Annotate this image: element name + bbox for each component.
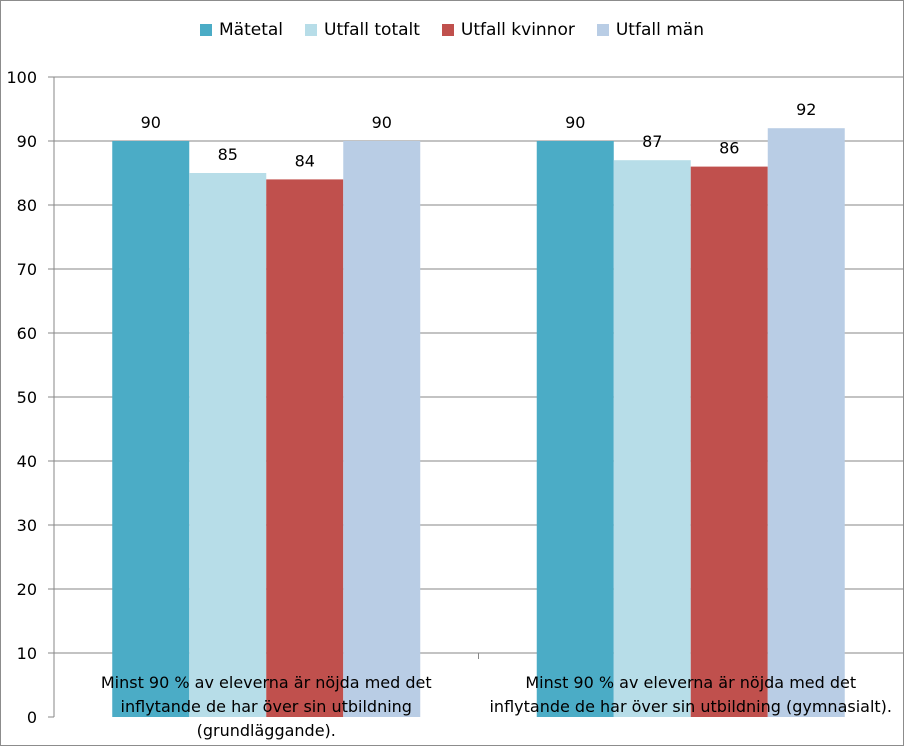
legend-item-utfall-totalt: Utfall totalt xyxy=(305,20,420,40)
data-label: 90 xyxy=(372,113,392,132)
legend-swatch-utfall-kvinnor xyxy=(441,24,454,36)
data-label: 92 xyxy=(796,100,816,119)
legend-item-matetal: Mätetal xyxy=(200,20,283,40)
bar xyxy=(266,179,344,717)
bar xyxy=(767,128,845,717)
y-tick-label: 40 xyxy=(17,452,37,471)
legend-item-utfall-kvinnor: Utfall kvinnor xyxy=(441,20,575,40)
y-tick-label: 70 xyxy=(17,260,37,279)
legend-label-utfall-totalt: Utfall totalt xyxy=(324,20,420,40)
data-label: 84 xyxy=(295,151,315,170)
bar xyxy=(613,160,691,717)
y-tick-label: 80 xyxy=(17,196,37,215)
legend-label-utfall-kvinnor: Utfall kvinnor xyxy=(460,20,575,40)
y-tick-label: 60 xyxy=(17,324,37,343)
y-tick-label: 50 xyxy=(17,388,37,407)
legend-swatch-utfall-man xyxy=(596,24,609,36)
data-label: 87 xyxy=(642,132,662,151)
x-category-label: inflytande de har över sin utbildning xyxy=(121,697,412,716)
bar xyxy=(112,141,190,717)
y-tick-label: 10 xyxy=(17,644,37,663)
data-label: 90 xyxy=(565,113,585,132)
data-label: 90 xyxy=(141,113,161,132)
data-label: 86 xyxy=(719,139,739,158)
x-category-label: inflytande de har över sin utbildning (g… xyxy=(489,697,892,716)
y-tick-label: 100 xyxy=(6,68,37,87)
bar xyxy=(536,141,614,717)
y-tick-label: 90 xyxy=(17,132,37,151)
x-category-label: (grundläggande). xyxy=(197,721,336,740)
legend-item-utfall-man: Utfall män xyxy=(596,20,704,40)
y-tick-label: 30 xyxy=(17,516,37,535)
x-category-label: Minst 90 % av eleverna är nöjda med det xyxy=(101,673,432,692)
bar xyxy=(690,166,768,718)
y-tick-label: 20 xyxy=(17,580,37,599)
legend-label-matetal: Mätetal xyxy=(219,20,284,40)
data-label: 85 xyxy=(218,145,238,164)
x-category-label: Minst 90 % av eleverna är nöjda med det xyxy=(525,673,856,692)
bar xyxy=(343,141,421,717)
y-tick-label: 0 xyxy=(27,708,37,727)
legend-swatch-matetal xyxy=(200,24,212,36)
legend-label-utfall-man: Utfall män xyxy=(615,20,704,40)
legend: Mätetal Utfall totalt Utfall kvinnor Utf… xyxy=(0,20,904,40)
bar xyxy=(189,173,267,717)
legend-swatch-utfall-totalt xyxy=(305,24,318,36)
